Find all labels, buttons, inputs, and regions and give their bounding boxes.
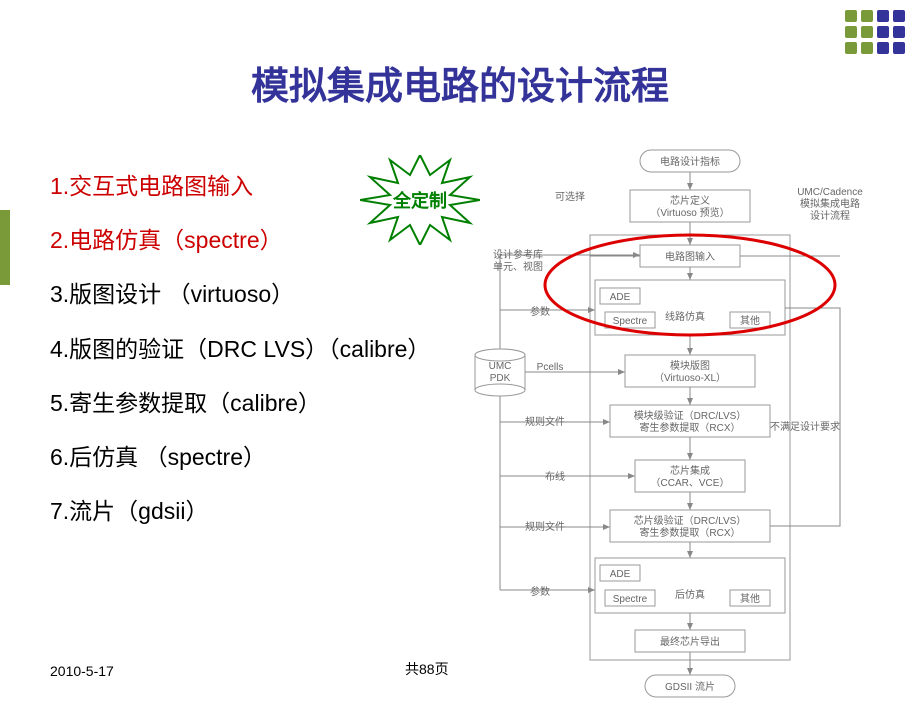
corner-dots — [845, 10, 905, 54]
svg-text:可选择: 可选择 — [555, 190, 585, 203]
svg-text:寄生参数提取（RCX）: 寄生参数提取（RCX） — [639, 526, 740, 539]
accent-bar — [0, 210, 10, 285]
dot — [877, 42, 889, 54]
page-title: 模拟集成电路的设计流程 — [50, 55, 870, 110]
svg-text:模块级验证（DRC/LVS）: 模块级验证（DRC/LVS） — [634, 409, 747, 422]
svg-text:寄生参数提取（RCX）: 寄生参数提取（RCX） — [639, 421, 740, 434]
dot — [845, 10, 857, 22]
footer-page: 共88页 — [405, 659, 449, 679]
dot — [861, 42, 873, 54]
svg-text:其他: 其他 — [740, 314, 760, 327]
list-item: 4.版图的验证（DRC LVS）（calibre） — [50, 333, 420, 365]
svg-text:UMC/Cadence: UMC/Cadence — [797, 187, 863, 198]
svg-text:模块版图: 模块版图 — [670, 359, 710, 372]
svg-text:Spectre: Spectre — [613, 316, 648, 327]
svg-text:不满足设计要求: 不满足设计要求 — [770, 420, 840, 433]
list-item: 7.流片（gdsii） — [50, 495, 420, 527]
list-item: 5.寄生参数提取（calibre） — [50, 387, 420, 419]
svg-text:设计参考库: 设计参考库 — [493, 248, 543, 261]
svg-text:参数: 参数 — [530, 305, 550, 318]
dot — [845, 26, 857, 38]
list-item: 6.后仿真 （spectre） — [50, 441, 420, 473]
svg-text:（Virtuoso 预览）: （Virtuoso 预览） — [650, 206, 729, 219]
svg-text:模拟集成电路: 模拟集成电路 — [800, 197, 860, 210]
slide: 模拟集成电路的设计流程 1.交互式电路图输入2.电路仿真（spectre）3.版… — [0, 0, 920, 691]
svg-text:电路设计指标: 电路设计指标 — [660, 155, 720, 168]
dot — [845, 42, 857, 54]
flowchart-svg: UMC/Cadence模拟集成电路设计流程电路设计指标芯片定义（Virtuoso… — [440, 140, 870, 700]
dot — [893, 42, 905, 54]
svg-text:ADE: ADE — [610, 569, 631, 580]
svg-text:规则文件: 规则文件 — [525, 520, 565, 533]
list-item: 3.版图设计 （virtuoso） — [50, 278, 420, 310]
svg-text:规则文件: 规则文件 — [525, 415, 565, 428]
dot — [893, 10, 905, 22]
svg-text:芯片级验证（DRC/LVS）: 芯片级验证（DRC/LVS） — [634, 514, 747, 527]
svg-text:设计流程: 设计流程 — [810, 209, 850, 222]
svg-text:UMC: UMC — [489, 361, 512, 372]
dot — [861, 10, 873, 22]
svg-text:布线: 布线 — [545, 470, 565, 483]
svg-text:GDSII 流片: GDSII 流片 — [665, 680, 715, 693]
svg-text:芯片定义: 芯片定义 — [670, 194, 710, 207]
svg-text:后仿真: 后仿真 — [675, 588, 705, 601]
svg-text:ADE: ADE — [610, 292, 631, 303]
svg-text:其他: 其他 — [740, 592, 760, 605]
burst-label: 全定制 — [393, 187, 447, 213]
dot — [877, 10, 889, 22]
svg-text:参数: 参数 — [530, 585, 550, 598]
svg-text:最终芯片导出: 最终芯片导出 — [660, 635, 720, 648]
dot — [877, 26, 889, 38]
svg-text:Spectre: Spectre — [613, 594, 648, 605]
burst-callout: 全定制 — [360, 155, 480, 245]
dot — [893, 26, 905, 38]
flowchart-container: UMC/Cadence模拟集成电路设计流程电路设计指标芯片定义（Virtuoso… — [440, 140, 870, 705]
svg-text:芯片集成: 芯片集成 — [670, 464, 710, 477]
svg-text:Pcells: Pcells — [537, 362, 564, 373]
svg-text:线路仿真: 线路仿真 — [665, 310, 705, 323]
svg-text:（CCAR、VCE）: （CCAR、VCE） — [651, 477, 730, 489]
dot — [861, 26, 873, 38]
svg-text:电路图输入: 电路图输入 — [665, 250, 715, 263]
footer-date: 2010-5-17 — [50, 663, 114, 679]
svg-text:单元、视图: 单元、视图 — [493, 260, 543, 273]
svg-text:PDK: PDK — [490, 373, 511, 384]
svg-text:（Virtuoso-XL）: （Virtuoso-XL） — [654, 372, 726, 384]
